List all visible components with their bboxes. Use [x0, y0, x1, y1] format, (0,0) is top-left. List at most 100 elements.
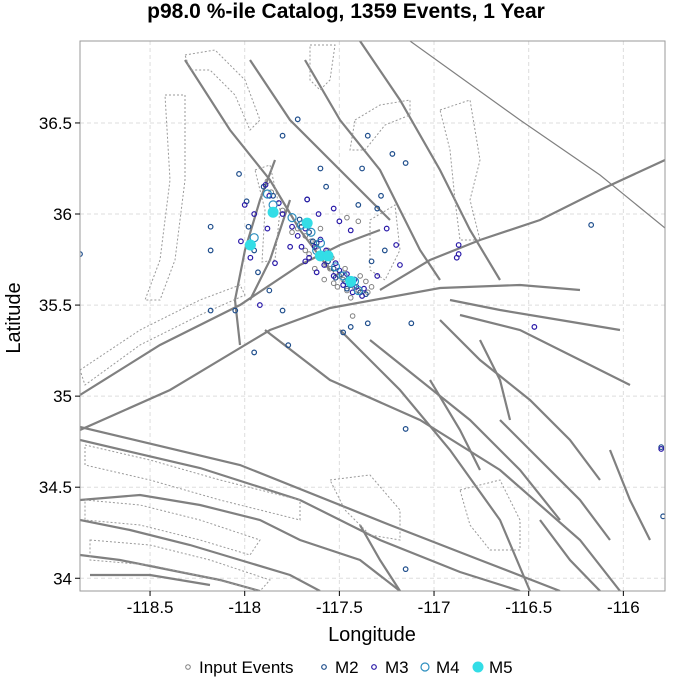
- fault-line: [608, 449, 651, 541]
- point-m2: [588, 222, 595, 228]
- x-tick-label: -117: [418, 598, 451, 617]
- point-m3: [241, 202, 248, 208]
- point-input-events: [306, 251, 312, 257]
- legend-marker: [420, 662, 430, 672]
- point-m4: [306, 227, 316, 237]
- fault-line: [339, 329, 532, 591]
- point-m2: [323, 183, 330, 190]
- point-m2: [340, 329, 347, 336]
- point-m2: [374, 205, 381, 212]
- point-m2: [207, 307, 214, 314]
- point-m2: [317, 165, 324, 172]
- fault-zone: [84, 444, 301, 521]
- point-m2: [359, 165, 365, 172]
- y-tick-label: 34: [53, 569, 72, 588]
- point-m4: [338, 271, 348, 281]
- x-tick-label: -116.5: [505, 598, 552, 617]
- point-m2: [378, 192, 384, 199]
- legend-entry: M5: [489, 658, 513, 677]
- fault-line: [459, 313, 631, 386]
- point-m4: [287, 213, 297, 223]
- fault-line: [80, 553, 261, 591]
- fault-line: [264, 329, 621, 591]
- point-input-events: [289, 229, 295, 236]
- point-m2: [255, 269, 261, 276]
- point-input-events: [279, 207, 286, 214]
- point-input-events: [347, 294, 354, 301]
- data-points: [80, 116, 665, 573]
- fault-line: [359, 41, 501, 281]
- point-m2: [266, 287, 273, 294]
- point-m2: [364, 132, 371, 139]
- point-m3: [272, 260, 278, 267]
- fault-line: [80, 283, 581, 432]
- fault-line: [499, 419, 611, 541]
- point-m2: [368, 258, 375, 265]
- point-m5: [244, 239, 256, 251]
- point-m3: [302, 258, 309, 265]
- fault-zone: [309, 44, 336, 91]
- point-m2: [402, 160, 409, 166]
- legend-marker: [472, 661, 484, 673]
- fault-line: [80, 518, 321, 591]
- point-input-events: [368, 284, 375, 290]
- point-m2: [309, 238, 316, 245]
- point-m3: [321, 262, 328, 268]
- point-m3: [531, 324, 538, 330]
- fault-zone: [254, 164, 281, 263]
- point-m3: [289, 223, 295, 230]
- point-m2: [232, 307, 239, 314]
- point-m3: [336, 218, 343, 225]
- x-tick-label: -118: [228, 598, 261, 617]
- fault-line: [80, 438, 521, 591]
- point-input-events: [317, 225, 324, 232]
- point-m4: [353, 285, 363, 296]
- point-m3: [330, 205, 337, 212]
- fault-zone: [369, 204, 401, 281]
- y-tick-label: 36.5: [39, 114, 72, 133]
- point-m3: [247, 254, 254, 261]
- point-m3: [453, 254, 460, 261]
- point-m2: [279, 132, 286, 139]
- legend-entry: M3: [385, 658, 409, 677]
- point-m3: [251, 211, 258, 217]
- point-m3: [279, 211, 286, 217]
- point-m5: [322, 250, 334, 262]
- point-m4: [262, 189, 273, 199]
- point-m3: [238, 238, 244, 245]
- point-m2: [389, 151, 396, 157]
- point-m3: [359, 293, 365, 299]
- fault-zone: [144, 94, 186, 301]
- point-m2: [344, 285, 350, 292]
- point-m2: [347, 324, 354, 330]
- y-axis-label: Latitude: [3, 282, 25, 353]
- fault-line: [539, 519, 601, 591]
- legend-marker: [185, 664, 191, 670]
- point-m3: [658, 446, 665, 452]
- point-m3: [306, 254, 312, 261]
- point-input-events: [308, 238, 314, 245]
- point-m3: [262, 181, 269, 188]
- point-m4: [330, 262, 341, 272]
- y-tick-label: 35.5: [39, 296, 72, 315]
- fault-zone: [329, 474, 401, 541]
- x-tick-label: -117.5: [316, 598, 363, 617]
- point-m3: [397, 262, 403, 268]
- fault-line: [304, 59, 441, 281]
- fault-line: [479, 339, 512, 421]
- point-m3: [383, 225, 390, 232]
- point-input-events: [342, 265, 348, 272]
- legend-marker: [321, 664, 327, 670]
- plot-frame: [79, 40, 666, 592]
- legend-entry: Input Events: [199, 658, 294, 677]
- point-m5: [345, 275, 357, 287]
- legend-marker: [371, 664, 377, 670]
- chart-title: p98.0 %-ile Catalog, 1359 Events, 1 Year: [147, 0, 545, 23]
- point-m2: [236, 171, 242, 177]
- point-input-events: [357, 273, 363, 279]
- point-m3: [298, 243, 305, 250]
- point-input-events: [355, 218, 362, 225]
- point-m5: [301, 217, 313, 229]
- point-m2: [80, 251, 83, 257]
